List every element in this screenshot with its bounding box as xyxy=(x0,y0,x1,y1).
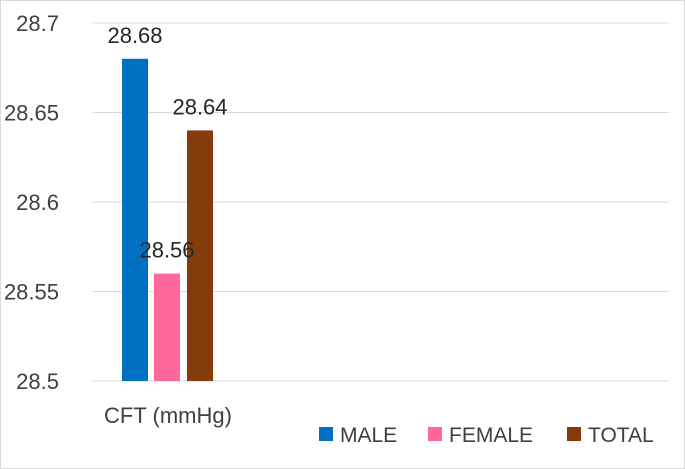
y-tick-label: 28.6 xyxy=(16,190,59,215)
y-tick-label: 28.55 xyxy=(4,280,59,305)
bars xyxy=(122,58,213,382)
y-axis-tick-labels: 28.5 28.55 28.6 28.65 28.7 xyxy=(4,11,59,394)
legend-swatch-total xyxy=(567,427,581,441)
legend-label-total: TOTAL xyxy=(588,424,654,447)
legend-label-female: FEMALE xyxy=(449,424,533,447)
data-label-male: 28.68 xyxy=(107,23,162,48)
y-tick-label: 28.5 xyxy=(16,369,59,394)
data-labels: 28.68 28.56 28.64 xyxy=(107,23,227,263)
legend: MALE FEMALE TOTAL xyxy=(319,424,654,447)
legend-swatch-female xyxy=(428,427,442,441)
data-label-female: 28.56 xyxy=(139,238,194,263)
y-tick-label: 28.65 xyxy=(4,101,59,126)
legend-label-male: MALE xyxy=(340,424,397,447)
bar-total xyxy=(187,130,213,381)
bar-female xyxy=(154,273,180,381)
data-label-total: 28.64 xyxy=(172,94,227,119)
y-tick-label: 28.7 xyxy=(16,11,59,36)
legend-swatch-male xyxy=(319,427,333,441)
x-axis-category-label: CFT (mmHg) xyxy=(104,403,232,428)
bar-male xyxy=(122,58,148,382)
